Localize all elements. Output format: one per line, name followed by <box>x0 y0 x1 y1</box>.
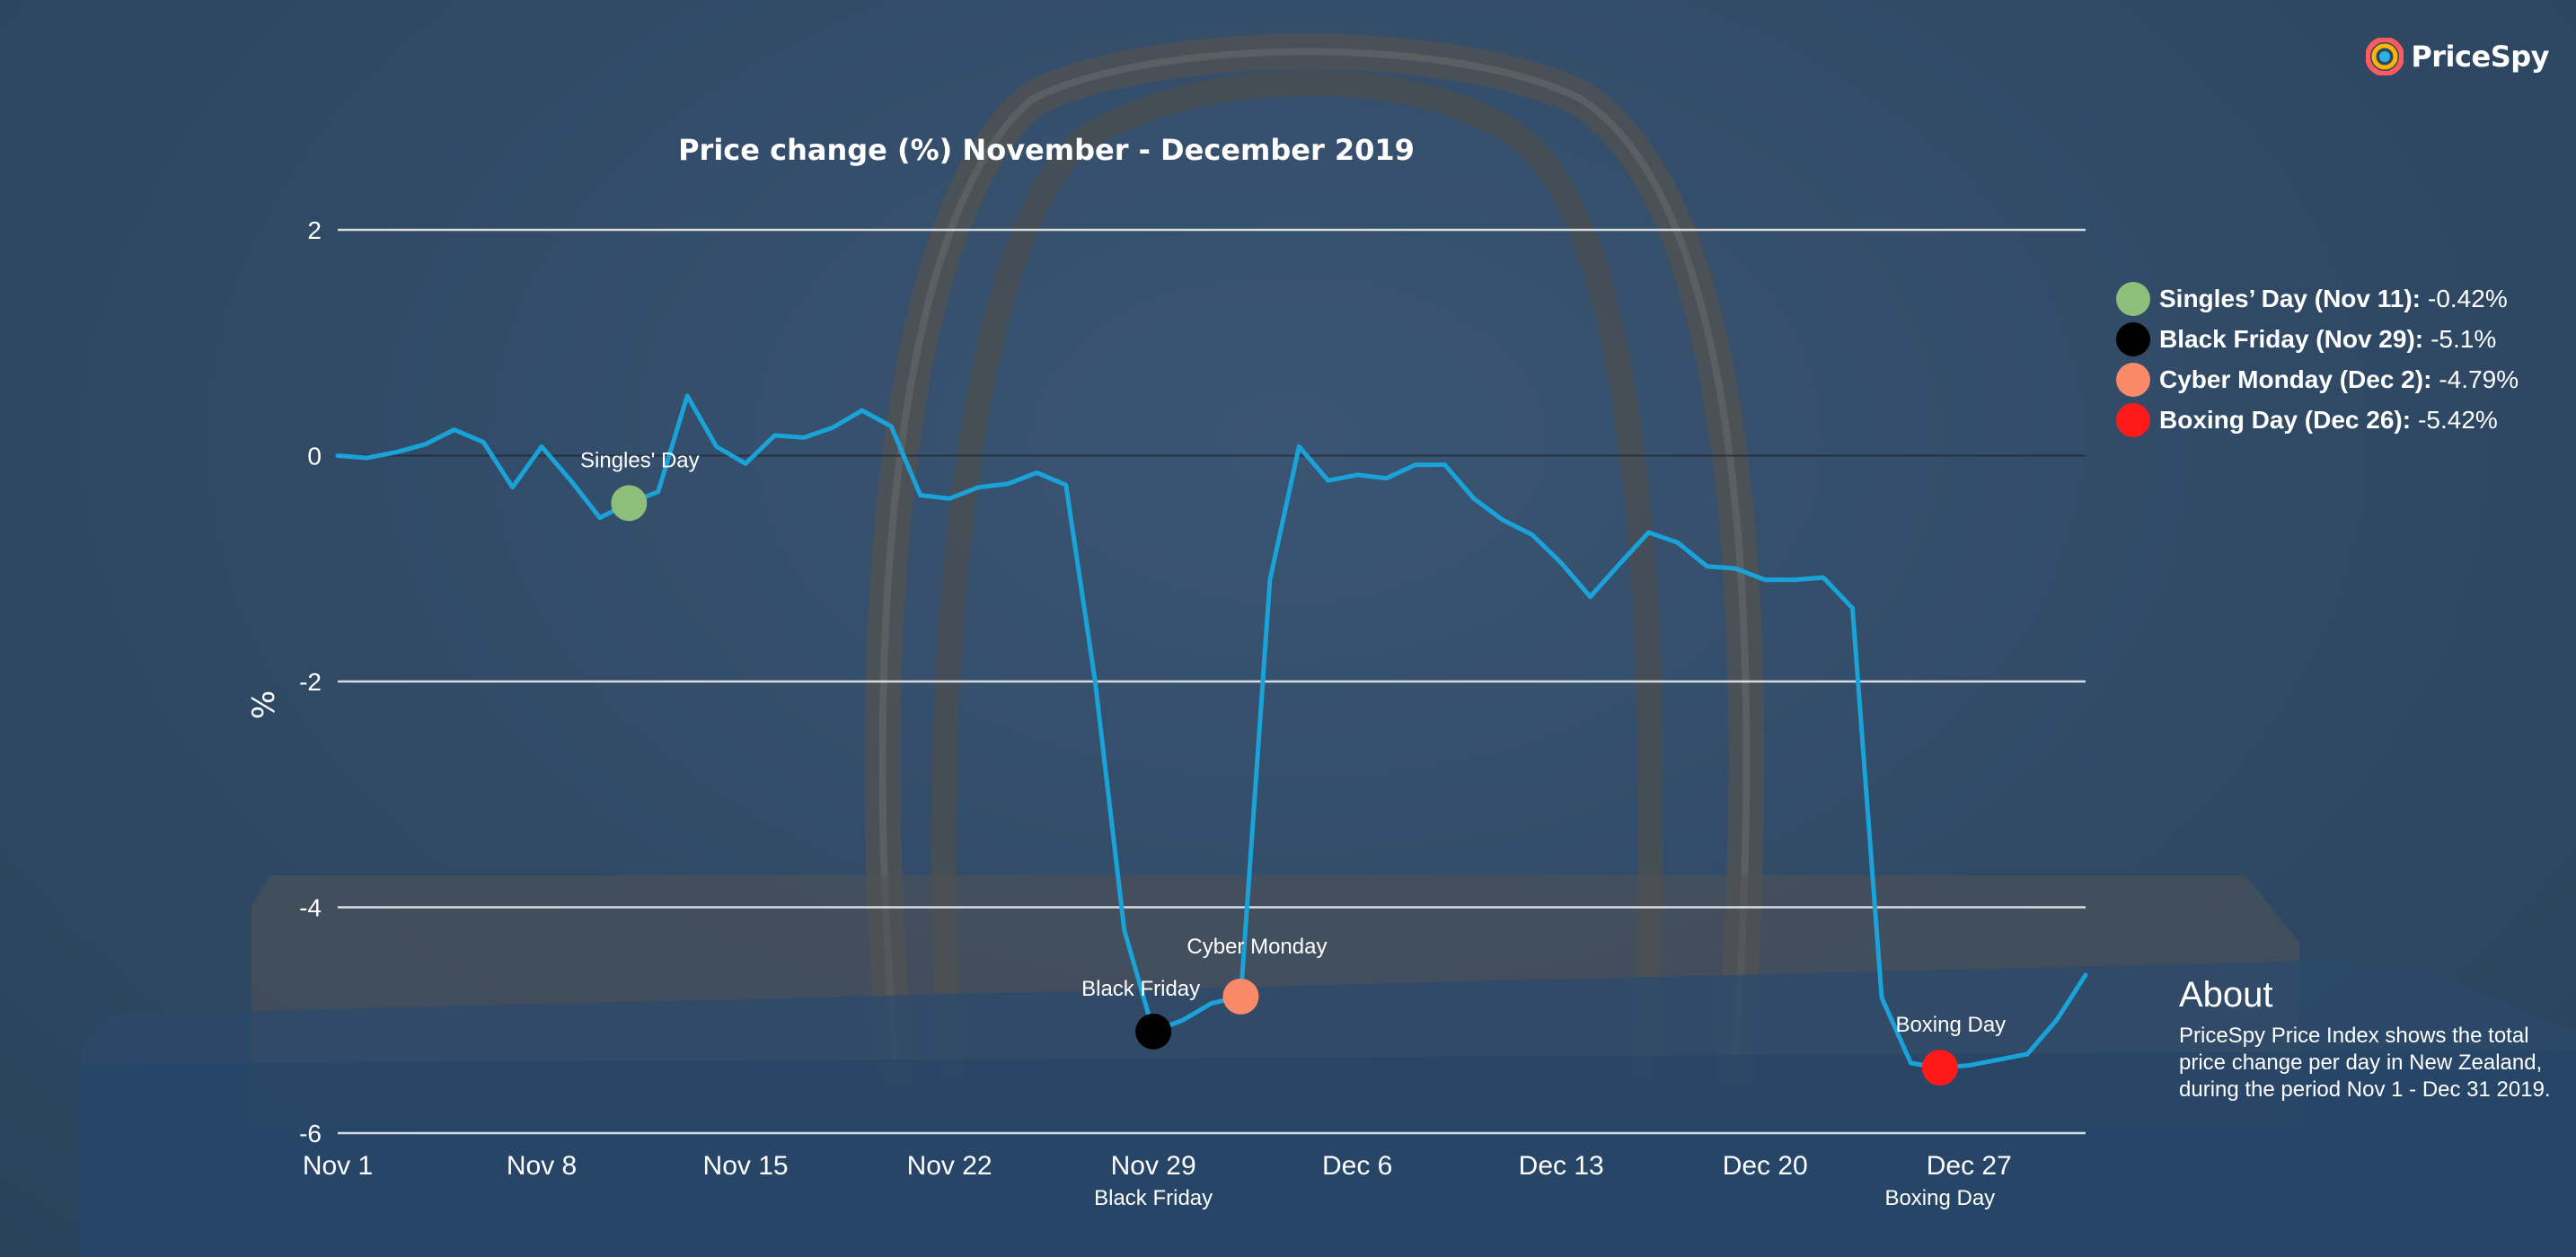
legend-item-cyber-monday: Cyber Monday (Dec 2): -4.79% <box>2116 359 2519 400</box>
x-sublabel: Boxing Day <box>1884 1186 1995 1210</box>
legend-item-singles-day: Singles’ Day (Nov 11): -0.42% <box>2116 278 2519 319</box>
chart-title: Price change (%) November - December 201… <box>678 133 1415 167</box>
x-tick-label: Nov 15 <box>703 1151 789 1181</box>
y-tick-label: 0 <box>307 443 322 470</box>
y-tick-label: 2 <box>307 216 322 244</box>
highlight-point <box>1921 1050 1958 1086</box>
pricespy-logo-text: PriceSpy <box>2411 40 2549 74</box>
x-tick-label: Nov 22 <box>907 1151 992 1181</box>
about-text: PriceSpy Price Index shows the total pri… <box>2179 1024 2551 1102</box>
chart-legend: Singles’ Day (Nov 11): -0.42% Black Frid… <box>2116 278 2519 440</box>
annotation-label: Boxing Day <box>1895 1013 2006 1037</box>
legend-item-label: Singles’ Day (Nov 11): <box>2159 284 2421 312</box>
legend-item-value: -5.42% <box>2418 405 2498 434</box>
pricespy-logo-icon <box>2366 38 2404 75</box>
legend-marker <box>2116 402 2150 437</box>
series-line <box>335 393 2088 1070</box>
x-tick-label: Dec 13 <box>1519 1151 1604 1181</box>
about-title: About <box>2179 975 2273 1015</box>
legend-marker <box>2116 362 2150 397</box>
highlight-point <box>1135 1013 1172 1050</box>
x-tick-label: Nov 8 <box>507 1151 577 1181</box>
x-tick-label: Dec 20 <box>1723 1151 1808 1181</box>
y-axis-label: % <box>246 690 282 719</box>
y-tick-label: -6 <box>299 1120 322 1147</box>
legend-item-label: Boxing Day (Dec 26): <box>2159 405 2412 434</box>
annotation-label: Singles' Day <box>580 448 700 472</box>
pricespy-logo: PriceSpy <box>2366 38 2549 75</box>
annotation-label: Cyber Monday <box>1187 935 1327 959</box>
legend-marker <box>2116 321 2150 356</box>
legend-item-value: -4.79% <box>2439 365 2519 393</box>
legend-item-black-friday: Black Friday (Nov 29): -5.1% <box>2116 319 2519 359</box>
legend-item-boxing-day: Boxing Day (Dec 26): -5.42% <box>2116 400 2519 440</box>
about-panel: About PriceSpy Price Index shows the tot… <box>2179 975 2565 1103</box>
legend-marker <box>2116 281 2150 316</box>
legend-item-label: Cyber Monday (Dec 2): <box>2159 365 2432 393</box>
annotation-label: Black Friday <box>1081 977 1200 1001</box>
x-tick-label: Dec 6 <box>1322 1151 1392 1181</box>
highlight-point <box>1222 978 1259 1015</box>
y-tick-label: -2 <box>299 668 322 696</box>
y-tick-label: -4 <box>299 894 322 922</box>
x-tick-label: Nov 29 <box>1111 1151 1196 1181</box>
highlight-point <box>611 485 648 522</box>
x-tick-label: Dec 27 <box>1927 1151 2012 1181</box>
x-sublabel: Black Friday <box>1094 1186 1213 1210</box>
legend-item-value: -5.1% <box>2430 324 2497 353</box>
x-tick-label: Nov 1 <box>303 1151 373 1181</box>
legend-item-value: -0.42% <box>2428 284 2508 312</box>
legend-item-label: Black Friday (Nov 29): <box>2159 324 2424 353</box>
